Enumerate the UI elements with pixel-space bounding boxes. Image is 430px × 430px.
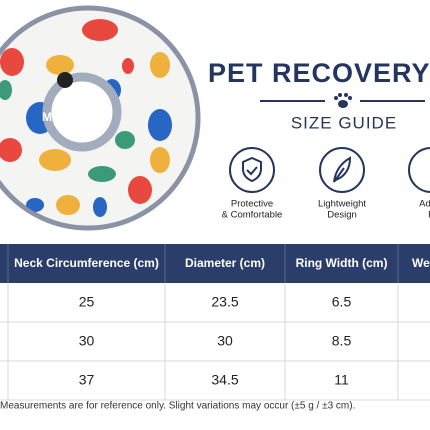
cell: 30 <box>79 333 95 349</box>
column-header: We <box>412 256 430 270</box>
column-header: Diameter (cm) <box>185 256 265 270</box>
feature-icons <box>229 147 430 193</box>
feature-label: Lightweight <box>318 199 366 210</box>
cell: 11 <box>334 372 349 388</box>
feature-label: F <box>428 210 430 221</box>
cell: 30 <box>217 333 233 349</box>
feature-label: Adjus <box>419 199 430 210</box>
cell: 6.5 <box>332 294 352 310</box>
cell: 8.5 <box>332 333 352 349</box>
table-header-bg <box>0 244 430 283</box>
column-header: Neck Circumference (cm) <box>14 256 159 270</box>
paw-icon <box>334 93 352 108</box>
title: PET RECOVERY CO <box>208 58 430 88</box>
cell: 34.5 <box>211 372 238 388</box>
cell: 25 <box>79 294 95 310</box>
feature-label: Protective <box>231 199 273 210</box>
column-header: Ring Width (cm) <box>296 256 388 270</box>
logo: MI <box>42 110 55 124</box>
cell: 23.5 <box>211 294 238 310</box>
feature-label: & Comfortable <box>222 210 283 221</box>
footnote: Measurements are for reference only. Sli… <box>0 401 355 412</box>
feature-label: Design <box>327 210 357 221</box>
collar-image: MI <box>0 5 201 231</box>
cell: 37 <box>79 372 95 388</box>
subtitle: SIZE GUIDE <box>291 113 397 132</box>
